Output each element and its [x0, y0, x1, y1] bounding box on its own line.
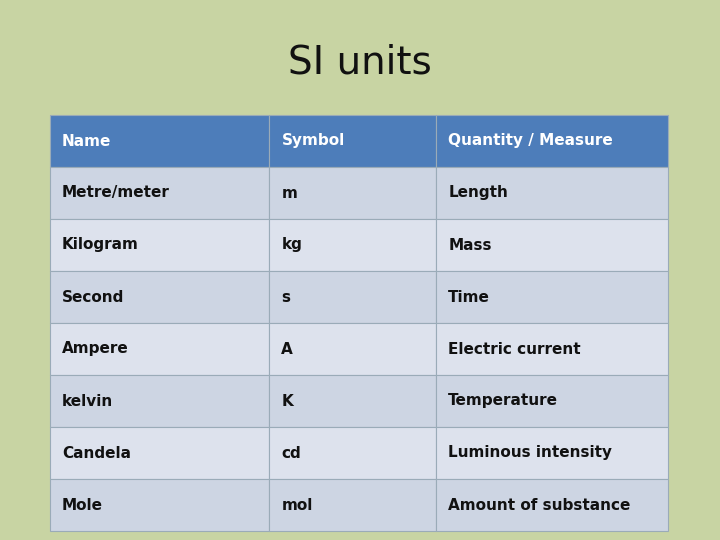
Text: Second: Second: [62, 289, 125, 305]
Bar: [436, 167, 668, 219]
Bar: [50, 271, 269, 323]
Text: Name: Name: [62, 133, 112, 148]
Bar: [269, 115, 436, 167]
Bar: [436, 375, 668, 427]
Text: Kilogram: Kilogram: [62, 238, 139, 253]
Bar: [50, 167, 269, 219]
Text: Symbol: Symbol: [282, 133, 345, 148]
Bar: [50, 427, 269, 479]
Bar: [436, 219, 668, 271]
Text: Time: Time: [449, 289, 490, 305]
Text: Ampere: Ampere: [62, 341, 129, 356]
Text: Temperature: Temperature: [449, 394, 558, 408]
Bar: [50, 375, 269, 427]
Bar: [269, 271, 436, 323]
Text: Quantity / Measure: Quantity / Measure: [449, 133, 613, 148]
Bar: [50, 323, 269, 375]
Text: s: s: [282, 289, 290, 305]
Text: K: K: [282, 394, 293, 408]
Text: cd: cd: [282, 446, 301, 461]
Bar: [269, 375, 436, 427]
Bar: [269, 427, 436, 479]
Bar: [436, 479, 668, 531]
Bar: [436, 271, 668, 323]
Text: Luminous intensity: Luminous intensity: [449, 446, 612, 461]
Bar: [436, 115, 668, 167]
Text: Metre/meter: Metre/meter: [62, 186, 170, 200]
Bar: [436, 427, 668, 479]
Text: Length: Length: [449, 186, 508, 200]
Bar: [269, 479, 436, 531]
Text: mol: mol: [282, 497, 312, 512]
Text: kelvin: kelvin: [62, 394, 113, 408]
Bar: [269, 323, 436, 375]
Bar: [436, 323, 668, 375]
Text: Electric current: Electric current: [449, 341, 581, 356]
Text: A: A: [282, 341, 293, 356]
Bar: [269, 219, 436, 271]
Text: m: m: [282, 186, 297, 200]
Bar: [50, 219, 269, 271]
Text: kg: kg: [282, 238, 302, 253]
Text: Amount of substance: Amount of substance: [449, 497, 631, 512]
Text: Mass: Mass: [449, 238, 492, 253]
Text: Candela: Candela: [62, 446, 131, 461]
Bar: [50, 479, 269, 531]
Bar: [50, 115, 269, 167]
Text: Mole: Mole: [62, 497, 103, 512]
Text: SI units: SI units: [288, 43, 432, 81]
Bar: [269, 167, 436, 219]
